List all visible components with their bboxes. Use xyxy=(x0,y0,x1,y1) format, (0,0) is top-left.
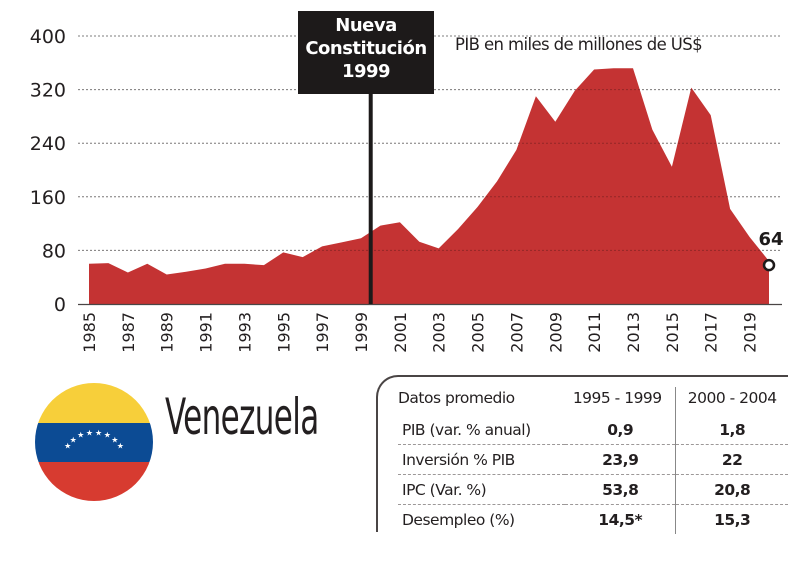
x-tick-label-2011: 2011 xyxy=(585,312,604,353)
y-tick-label-0: 0 xyxy=(54,294,66,316)
row-label: Inversión % PIB xyxy=(398,444,566,475)
row-label: Desempleo (%) xyxy=(398,504,566,534)
x-tick-label-2015: 2015 xyxy=(663,312,682,353)
y-tick-label-160: 160 xyxy=(30,187,66,209)
row-value-1: 0,9 xyxy=(607,420,634,439)
y-tick-label-320: 320 xyxy=(30,80,66,102)
x-tick-label-2007: 2007 xyxy=(507,312,526,353)
annotation-line-1: Nueva xyxy=(335,15,397,36)
annotation-line-3: 1999 xyxy=(341,61,391,82)
venezuela-flag-icon: ★ ★ ★ ★ ★ ★ ★ ★ xyxy=(35,383,153,501)
x-tick-label-1999: 1999 xyxy=(352,312,371,353)
table-header-period-2: 2000 - 2004 xyxy=(675,387,788,415)
flag-yellow-stripe xyxy=(35,383,153,423)
flag-star: ★ xyxy=(117,442,124,451)
table-row: Inversión % PIB 23,9 22 xyxy=(398,444,788,475)
flag-blue-stripe xyxy=(35,423,153,462)
end-value-label: 64 xyxy=(758,229,783,250)
x-tick-label-1997: 1997 xyxy=(313,312,332,353)
pib-area xyxy=(89,68,769,304)
x-tick-label-2009: 2009 xyxy=(546,312,565,353)
y-axis-ticks: 0 80 160 240 320 400 xyxy=(30,26,66,316)
constitution-annotation-box: Nueva Constitución 1999 xyxy=(298,11,434,94)
row-value-2: 20,8 xyxy=(675,474,788,505)
annotation-line-2: Constitución xyxy=(305,38,427,59)
row-value-2: 1,8 xyxy=(675,415,788,445)
pib-area-chart: 0 80 160 240 320 400 1985 1987 1989 1991 1993 1995… xyxy=(30,26,784,353)
chart-title: PIB en miles de millones de US$ xyxy=(455,35,703,54)
flag-stars: ★★★ ★ ★ ★★★ xyxy=(64,428,124,450)
averages-table: Datos promedio 1995 - 1999 2000 - 2004 P… xyxy=(398,387,788,534)
row-value-1: 14,5* xyxy=(565,504,676,534)
x-tick-label-2019: 2019 xyxy=(741,312,760,353)
x-tick-label-1985: 1985 xyxy=(80,312,99,353)
y-tick-label-240: 240 xyxy=(30,133,66,155)
table-row: Desempleo (%) 14,5* 15,3 xyxy=(398,504,788,534)
averages-table-panel: Datos promedio 1995 - 1999 2000 - 2004 P… xyxy=(376,375,788,534)
row-label: PIB (var. % anual) xyxy=(402,420,531,439)
x-tick-label-1993: 1993 xyxy=(235,312,254,353)
table-row: PIB (var. % anual) 0,9 1,8 xyxy=(398,415,788,445)
x-tick-label-1989: 1989 xyxy=(158,312,177,353)
table-header-period-1: 1995 - 1999 xyxy=(572,389,662,407)
annotations: 64 xyxy=(368,92,784,304)
flag-star: ★ xyxy=(77,431,84,440)
x-tick-label-2003: 2003 xyxy=(430,312,449,353)
x-tick-label-2001: 2001 xyxy=(391,312,410,353)
flag-star: ★ xyxy=(64,442,71,451)
x-tick-label-1991: 1991 xyxy=(197,312,216,353)
x-tick-label-1995: 1995 xyxy=(274,312,293,353)
row-value-1: 23,9 xyxy=(565,444,676,475)
flag-star: ★ xyxy=(86,428,93,437)
flag-star: ★ xyxy=(70,435,77,444)
y-tick-label-80: 80 xyxy=(42,240,66,262)
row-value-2: 22 xyxy=(675,444,788,475)
flag-star: ★ xyxy=(104,431,111,440)
x-tick-label-2005: 2005 xyxy=(469,312,488,353)
table-header-label: Datos promedio xyxy=(398,389,515,407)
x-tick-label-1987: 1987 xyxy=(119,312,138,353)
row-value-2: 15,3 xyxy=(675,504,788,534)
country-name: Venezuela xyxy=(165,388,319,446)
flag-red-stripe xyxy=(35,462,153,501)
flag-star: ★ xyxy=(111,435,118,444)
x-axis-ticks: 1985 1987 1989 1991 1993 1995 1997 1999 2001 2003… xyxy=(80,312,760,353)
y-tick-label-400: 400 xyxy=(30,26,66,48)
x-tick-label-2017: 2017 xyxy=(702,312,721,353)
table-row: IPC (Var. %) 53,8 20,8 xyxy=(398,474,788,505)
end-point-marker xyxy=(762,258,776,272)
row-label: IPC (Var. %) xyxy=(398,474,566,505)
flag-star: ★ xyxy=(95,428,102,437)
x-tick-label-2013: 2013 xyxy=(624,312,643,353)
table-header-row: Datos promedio 1995 - 1999 2000 - 2004 xyxy=(398,387,788,415)
row-value-1: 53,8 xyxy=(565,474,676,505)
